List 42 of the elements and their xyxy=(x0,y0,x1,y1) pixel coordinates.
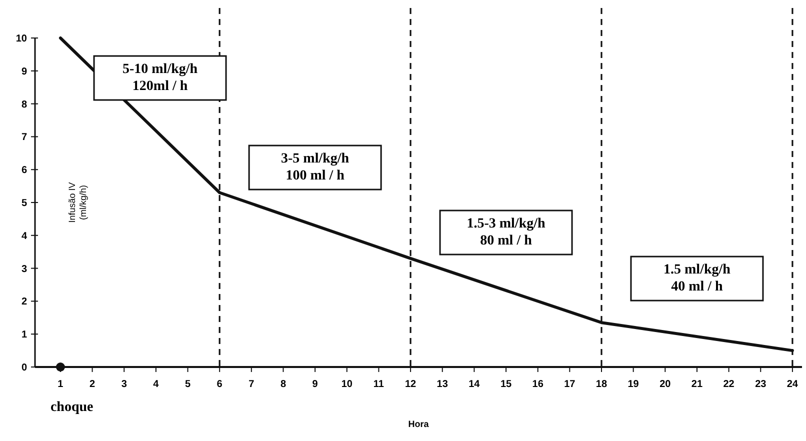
x-tick-label: 9 xyxy=(312,379,318,390)
x-tick-label: 7 xyxy=(248,379,255,390)
x-tick-label: 1 xyxy=(58,379,64,390)
y-tick-label: 4 xyxy=(21,230,28,242)
y-tick-label: 8 xyxy=(21,99,28,110)
y-tick-label: 9 xyxy=(21,66,28,78)
y-tick-label: 2 xyxy=(21,296,28,308)
y-tick-label: 5 xyxy=(21,198,28,209)
x-tick-label: 13 xyxy=(436,379,448,390)
x-tick-label: 20 xyxy=(660,379,672,390)
x-tick-label: 15 xyxy=(500,379,512,390)
x-tick-label: 21 xyxy=(691,379,703,390)
annotation: 1.5 ml/kg/h 40 ml / h xyxy=(664,262,731,295)
y-tick-label: 7 xyxy=(21,132,28,144)
annotation: 1.5-3 ml/kg/h 80 ml / h xyxy=(466,216,546,249)
x-tick-label: 16 xyxy=(532,379,544,390)
y-tick-label: 3 xyxy=(21,264,28,275)
y-axis-title: Infusão IV (ml/kg/h) xyxy=(67,182,88,223)
x-tick-label: 12 xyxy=(404,379,417,390)
y-tick-label: 1 xyxy=(21,330,28,341)
x-tick-label: 19 xyxy=(628,379,640,390)
x-tick-label: 17 xyxy=(564,379,576,390)
x-tick-label: 23 xyxy=(755,379,767,390)
x-tick-label: 2 xyxy=(90,379,96,390)
y-tick-label: 10 xyxy=(16,34,28,44)
x-axis-title: Hora xyxy=(408,419,430,429)
x-tick-label: 18 xyxy=(596,379,608,390)
x-tick-label: 3 xyxy=(121,379,128,390)
annotation: 3-5 ml/kg/h 100 ml / h xyxy=(281,152,350,184)
x-tick-label: 22 xyxy=(723,379,735,390)
x-tick-label: 4 xyxy=(153,379,160,390)
x-tick-label: 10 xyxy=(341,379,353,390)
y-tick-label: 6 xyxy=(21,165,28,176)
y-tick-label: 0 xyxy=(21,362,28,374)
x-tick-label: 11 xyxy=(373,379,384,390)
annotation: 5-10 ml/kg/h 120ml / h xyxy=(122,62,198,94)
text: choque xyxy=(50,400,94,415)
x-tick-label: 8 xyxy=(280,379,286,390)
x-tick-label: 14 xyxy=(468,379,480,390)
x-tick-label: 5 xyxy=(184,379,191,390)
x-tick-label: 6 xyxy=(216,379,223,390)
x-tick-label: 24 xyxy=(786,379,798,390)
